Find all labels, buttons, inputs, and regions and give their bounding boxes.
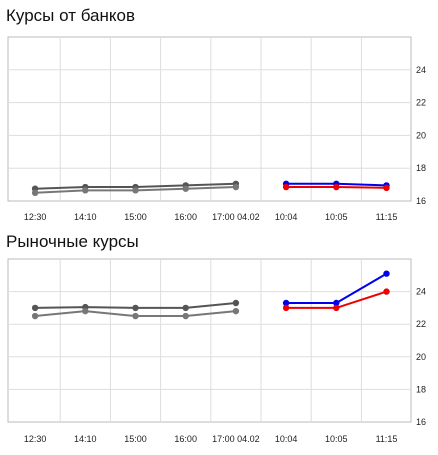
banks-y-tick-label: 20	[416, 130, 426, 140]
banks-y-tick-label: 18	[416, 163, 426, 173]
market-x-tick-label: 12:30	[24, 434, 47, 444]
market-x-tick-label: 17:00 04.02	[212, 434, 260, 444]
banks-data-point	[383, 184, 390, 192]
market-data-point	[132, 304, 139, 312]
market-data-point	[282, 299, 290, 307]
market-x-tick-label: 11:15	[376, 434, 398, 444]
market-data-point	[282, 304, 290, 312]
banks-y-tick-label: 16	[416, 196, 426, 206]
market-data-point	[132, 312, 139, 320]
banks-data-point	[232, 183, 240, 191]
banks-data-point	[82, 187, 89, 194]
market-y-tick-label: 22	[416, 319, 426, 329]
market-x-tick-label: 14:10	[74, 434, 97, 444]
market-y-tick-label: 20	[416, 352, 426, 362]
market-x-tick-label: 16:00	[174, 434, 197, 444]
banks-x-tick-label: 10:05	[325, 212, 348, 222]
banks-plot-area	[7, 36, 412, 202]
market-data-point	[383, 270, 390, 277]
banks-x-tick-label: 16:00	[174, 212, 197, 222]
market-data-point	[82, 307, 89, 315]
market-data-point	[31, 304, 39, 312]
market-data-point	[31, 312, 39, 320]
market-data-point	[232, 307, 240, 315]
banks-data-point	[31, 189, 39, 196]
chart-title-banks: Курсы от банков	[6, 6, 136, 25]
market-x-tick-label: 10:05	[325, 434, 348, 444]
banks-y-tick-label: 24	[416, 65, 426, 75]
market-plot-area	[7, 258, 412, 423]
banks-data-point	[132, 187, 139, 194]
market-data-point	[182, 304, 189, 312]
market-data-point	[333, 299, 340, 307]
banks-x-tick-label: 14:10	[74, 212, 97, 222]
market-data-point	[232, 299, 240, 307]
banks-y-tick-label: 22	[416, 98, 426, 108]
banks-data-point	[333, 183, 340, 191]
banks-data-point	[182, 185, 189, 192]
banks-x-tick-label: 10:04	[275, 212, 298, 222]
market-y-tick-label: 24	[416, 287, 426, 297]
market-data-point	[383, 288, 390, 295]
market-data-point	[333, 304, 340, 312]
market-y-tick-label: 18	[416, 384, 426, 394]
market-x-tick-label: 15:00	[124, 434, 147, 444]
market-y-tick-label: 16	[416, 417, 426, 427]
market-x-tick-label: 10:04	[275, 434, 298, 444]
banks-x-tick-label: 11:15	[376, 212, 398, 222]
market-data-point	[182, 312, 189, 320]
banks-x-tick-label: 15:00	[124, 212, 147, 222]
banks-data-point	[282, 183, 290, 191]
banks-x-tick-label: 12:30	[24, 212, 47, 222]
banks-x-tick-label: 17:00 04.02	[212, 212, 260, 222]
chart-title-market: Рыночные курсы	[6, 232, 139, 251]
